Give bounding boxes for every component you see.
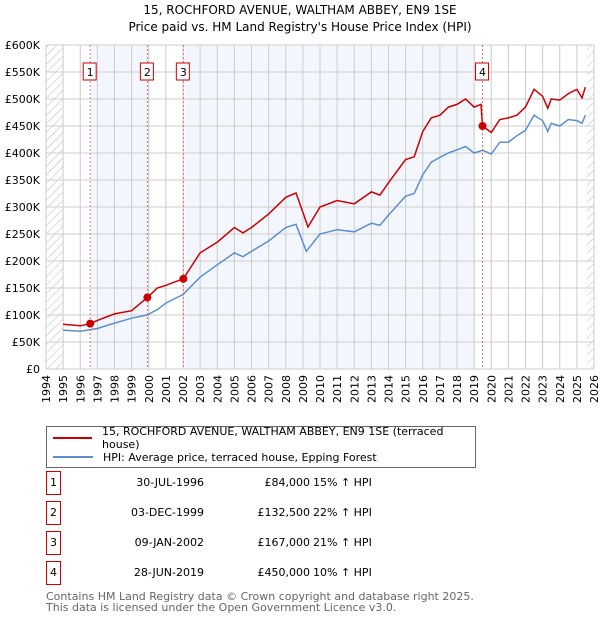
x-tick-label: 2013 [365,375,378,403]
sale-date: 03-DEC-1999 [130,506,204,519]
y-tick-label: £200K [5,255,41,268]
sale-price: £167,000 [257,536,311,549]
sale-price: £84,000 [264,476,311,489]
x-tick-label: 2001 [160,375,173,403]
chart-subtitle: Price paid vs. HM Land Registry's House … [128,20,471,34]
sale-row: 4 28-JUN-2019 £450,000 10% ↑ HPI [46,561,446,585]
legend-label: HPI: Average price, terraced house, Eppi… [103,450,377,464]
sale-number: 3 [46,531,61,555]
x-tick-label: 2010 [314,375,327,403]
y-tick-label: £550K [5,66,41,79]
sale-point [86,319,95,328]
x-tick-label: 2025 [571,375,584,403]
x-tick-label: 2017 [434,375,447,403]
sale-row: 2 03-DEC-1999 £132,500 22% ↑ HPI [46,501,446,525]
sale-hpi-diff: 15% ↑ HPI [313,476,372,489]
x-tick-label: 2026 [588,375,600,403]
x-tick-label: 1994 [40,375,53,403]
sale-label-box [139,62,154,81]
sale-point [143,293,152,302]
sale-date: 30-JUL-1996 [136,476,204,489]
legend-label: 15, ROCHFORD AVENUE, WALTHAM ABBEY, EN9 … [102,425,444,451]
sale-date: 28-JUN-2019 [133,566,204,579]
sale-number: 2 [46,501,61,525]
y-tick-label: £250K [5,228,41,241]
sale-label: 4 [479,66,486,79]
x-tick-label: 2006 [246,375,259,403]
x-tick-label: 2016 [417,375,430,403]
x-tick-label: 1999 [126,375,139,403]
sale-label: 2 [144,66,151,79]
footer-copyright: Contains HM Land Registry data © Crown c… [46,590,474,603]
sale-label: 1 [87,66,94,79]
sale-hpi-diff: 10% ↑ HPI [313,566,372,579]
y-tick-label: £300K [5,201,41,214]
legend-swatch-red [53,437,93,439]
y-tick-label: £50K [12,336,41,349]
x-tick-label: 2021 [502,375,515,403]
hpi-line [63,114,587,332]
sale-date: 09-JAN-2002 [134,536,204,549]
property-price-line [63,86,587,327]
x-tick-label: 2009 [297,375,310,403]
x-tick-label: 1996 [74,375,87,403]
legend-item-property: 15, ROCHFORD AVENUE, WALTHAM ABBEY, EN9 … [53,425,475,451]
x-tick-label: 2024 [554,375,567,403]
chart-title: 15, ROCHFORD AVENUE, WALTHAM ABBEY, EN9 … [143,3,456,17]
price-chart: 15, ROCHFORD AVENUE, WALTHAM ABBEY, EN9 … [5,3,600,403]
x-tick-label: 1997 [91,375,104,403]
sale-price: £132,500 [257,506,311,519]
x-tick-label: 2003 [194,375,207,403]
sale-row: 1 30-JUL-1996 £84,000 15% ↑ HPI [46,471,446,495]
y-tick-label: £400K [5,147,41,160]
sale-hpi-diff: 21% ↑ HPI [313,536,372,549]
legend-swatch-blue [53,456,93,458]
sale-point [478,122,487,130]
x-tick-label: 1995 [57,375,70,403]
x-tick-label: 2022 [520,375,533,403]
sale-label-box [175,62,190,81]
x-tick-label: 2012 [348,375,361,403]
legend-item-hpi: HPI: Average price, terraced house, Eppi… [53,448,377,466]
y-tick-label: £500K [5,93,41,106]
x-tick-label: 2023 [537,375,550,403]
x-tick-label: 2011 [331,375,344,403]
sale-label-box [475,62,490,81]
sale-number: 1 [46,471,61,495]
x-tick-label: 2020 [485,375,498,403]
sale-label-box [82,62,97,81]
x-tick-label: 2004 [211,375,224,403]
y-tick-label: £350K [5,174,41,187]
footer-licence: This data is licensed under the Open Gov… [46,601,397,614]
sale-row: 3 09-JAN-2002 £167,000 21% ↑ HPI [46,531,446,555]
x-tick-label: 2018 [451,375,464,403]
x-tick-label: 2019 [468,375,481,403]
sale-label: 3 [180,66,187,79]
y-tick-label: £450K [5,120,41,133]
x-tick-label: 2002 [177,375,190,403]
sale-price: £450,000 [257,566,311,579]
y-tick-label: £150K [5,282,41,295]
x-tick-label: 2005 [228,375,241,403]
x-tick-label: 2008 [280,375,293,403]
sale-point [179,274,188,283]
sale-hpi-diff: 22% ↑ HPI [313,506,372,519]
x-tick-label: 2000 [143,375,156,403]
sale-number: 4 [46,561,61,585]
x-tick-label: 2007 [263,375,276,403]
y-tick-label: £100K [5,309,41,322]
x-tick-label: 1998 [109,375,122,403]
legend: 15, ROCHFORD AVENUE, WALTHAM ABBEY, EN9 … [46,425,476,468]
y-tick-label: £0 [26,363,40,376]
x-tick-label: 2014 [383,375,396,403]
y-tick-label: £600K [5,39,41,52]
x-tick-label: 2015 [400,375,413,403]
